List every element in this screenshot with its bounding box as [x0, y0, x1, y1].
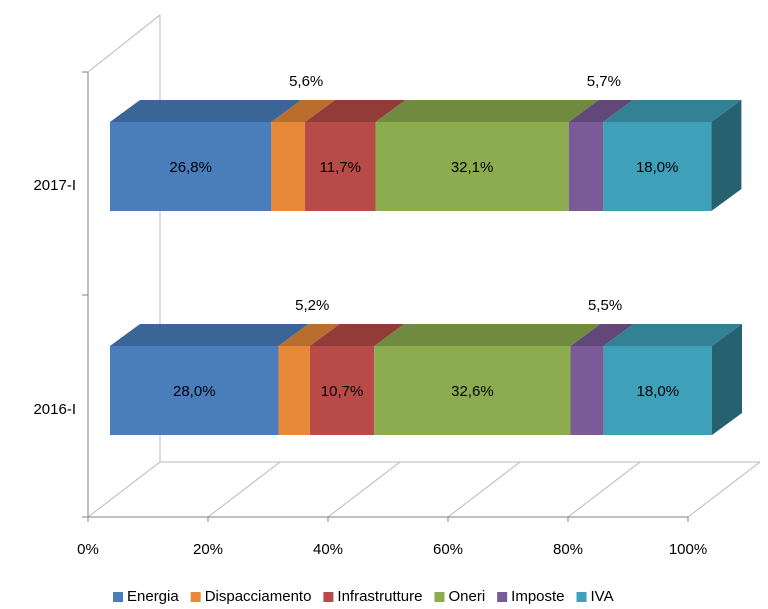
bar-front — [271, 122, 306, 211]
bar-segment — [375, 100, 599, 211]
bar-segment — [309, 324, 405, 435]
bar-segment — [374, 324, 601, 435]
value-label: 5,5% — [588, 297, 622, 314]
x-tick-label: 60% — [433, 541, 463, 558]
bar-segment — [278, 324, 340, 435]
legend-swatch — [576, 592, 587, 602]
legend-swatch — [434, 592, 445, 602]
legend-label: Oneri — [448, 588, 485, 605]
bar-front — [603, 122, 712, 211]
bar-front — [568, 122, 604, 211]
bar-segment — [271, 100, 336, 211]
bar-segment — [110, 100, 302, 211]
value-label: 5,6% — [289, 73, 323, 90]
grid-line — [327, 461, 401, 518]
bar-top — [603, 324, 742, 346]
value-label: 28,0% — [173, 383, 216, 400]
value-label: 11,7% — [320, 159, 361, 176]
value-label: 18,0% — [636, 159, 679, 176]
bar-top — [110, 100, 302, 122]
value-label: 5,7% — [587, 73, 621, 90]
legend-swatch — [323, 592, 334, 602]
bar-top — [570, 324, 634, 346]
bar-segment — [110, 324, 309, 435]
legend-label: Dispacciamento — [205, 588, 312, 605]
value-label: 10,7% — [321, 383, 364, 400]
bar-front — [110, 122, 272, 211]
bar-top — [278, 324, 340, 346]
y-tick-label: 2016-I — [33, 401, 76, 418]
bar-top — [603, 100, 742, 122]
bar-top — [309, 324, 405, 346]
bar-top — [374, 324, 601, 346]
grid-line — [447, 461, 521, 518]
x-tick-label: 80% — [553, 541, 583, 558]
bar-front — [375, 122, 569, 211]
grid-line — [87, 461, 161, 518]
legend-label: Energia — [127, 588, 179, 605]
value-label: 32,1% — [451, 159, 494, 176]
x-tick-label: 0% — [77, 541, 99, 558]
bar-segment — [603, 100, 742, 211]
x-tick-label: 40% — [313, 541, 343, 558]
bar-segment — [568, 100, 634, 211]
grid-line — [567, 461, 641, 518]
legend-swatch — [190, 592, 201, 602]
x-tick-label: 20% — [193, 541, 223, 558]
value-label: 5,2% — [295, 297, 329, 314]
grid-line — [687, 461, 761, 518]
legend-label: Imposte — [511, 588, 564, 605]
bar-top — [375, 100, 599, 122]
bar-segment — [570, 324, 634, 435]
bar-front — [309, 346, 375, 435]
bar-front — [305, 122, 376, 211]
bar-segment — [305, 100, 406, 211]
value-label: 18,0% — [637, 383, 680, 400]
y-tick-label: 2017-I — [33, 177, 76, 194]
bar-front — [278, 346, 310, 435]
value-label: 32,6% — [451, 383, 494, 400]
grid-line — [207, 461, 281, 518]
value-label: 26,8% — [169, 159, 212, 176]
legend-label: IVA — [591, 588, 614, 605]
bar-front — [110, 346, 279, 435]
bar-front — [603, 346, 712, 435]
bar-top — [110, 324, 309, 346]
bar-top — [305, 100, 406, 122]
chart-walls — [82, 14, 760, 518]
legend-swatch — [497, 592, 508, 602]
bar-top — [271, 100, 336, 122]
bar-side — [712, 324, 742, 435]
legend-swatch — [113, 592, 123, 602]
bar-segment — [603, 324, 742, 435]
x-tick-label: 100% — [669, 541, 707, 558]
legend-label: Infrastrutture — [337, 588, 422, 605]
bar-top — [568, 100, 634, 122]
bar-front — [570, 346, 604, 435]
bar-side — [711, 100, 742, 211]
bar-front — [374, 346, 571, 435]
